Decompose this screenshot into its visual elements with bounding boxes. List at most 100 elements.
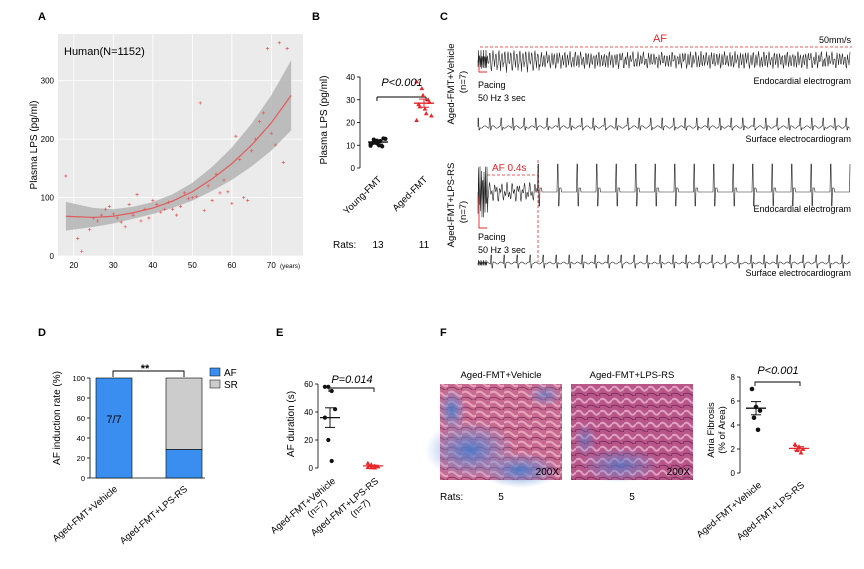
panel-f-histology: Aged-FMT+Vehicle Aged-FMT+LPS-RS 200X 20… (425, 365, 809, 543)
panel-e-y-tick-label: 60 (304, 380, 313, 389)
panel-f-pvalue-bracket (754, 381, 801, 386)
pacing-rate-top: 50 Hz 3 sec (478, 93, 526, 103)
panel-d-significance-bracket (112, 370, 185, 377)
panel-a-data-point (277, 41, 281, 45)
panel-b-point-young (383, 136, 388, 141)
panel-a-data-point (190, 195, 194, 200)
panel-b-scatter: 0 10 20 30 40 Young-FMT Aged-FMT Plasma LPS (p… (319, 73, 434, 251)
panel-letter-b: B (312, 11, 320, 23)
panel-a-data-point (218, 191, 222, 195)
legend-sr-label: SR (224, 380, 238, 391)
panel-a-x-tick-label: 60 (227, 261, 236, 270)
panel-a-data-point (269, 131, 273, 135)
pacing-label-top: Pacing (478, 80, 506, 90)
panel-d-y-tick-label: 100 (72, 374, 85, 383)
panel-e-y-tick-label: 20 (304, 436, 313, 445)
lps-endocardial-trace (477, 163, 851, 218)
panel-b-y-tick-label: 30 (346, 96, 355, 105)
panel-f-point-lps (792, 441, 798, 447)
panel-b-category-label: Young-FMT (341, 174, 384, 217)
panel-f-point-vehicle (749, 386, 755, 392)
vehicle-n-label: (n=7) (458, 71, 469, 93)
panel-a-data-point (159, 210, 163, 214)
panel-f-y-tick-label: 6 (731, 397, 736, 406)
panel-a-x-unit: (years) (280, 263, 300, 270)
panel-f-y-tick-label: 8 (731, 373, 736, 382)
panel-b-y-tick-label: 0 (351, 164, 356, 173)
panel-d-bar-segment-sr (165, 377, 203, 450)
panel-b-y-tick-label: 20 (346, 119, 355, 128)
panel-b-category-label: Aged-FMT (391, 174, 431, 214)
panel-b-y-tick-label: 40 (346, 73, 355, 82)
panel-f-point-lps (798, 450, 804, 455)
panel-b-y-tick-label: 10 (346, 141, 355, 150)
panel-a-data-point (95, 219, 100, 223)
panel-a-data-point (206, 184, 210, 188)
panel-f-ylabel: Atria Fibrosis (706, 402, 717, 458)
panel-b-ylabel: Plasma LPS (pg/ml) (319, 76, 330, 165)
lps-group-label: Aged-FMT+LPS-RS (446, 163, 457, 248)
panel-b-point-aged (422, 106, 428, 111)
panel-a-data-point (261, 111, 266, 115)
panel-a-data-point (230, 201, 234, 206)
surface-label-top: Surface electrocardiogram (745, 134, 851, 144)
lps-n-label: (n=7) (458, 201, 469, 223)
panel-b-point-aged (429, 113, 434, 118)
img1-magnification: 200X (536, 467, 560, 478)
histology-image-vehicle (425, 383, 563, 488)
panel-b-point-young (368, 143, 373, 148)
panel-d-ylabel: AF induction rate (%) (52, 371, 63, 465)
panel-b-point-young (380, 144, 385, 149)
panel-d-legend: AF SR (209, 367, 238, 391)
af-duration-label: AF 0.4s (492, 163, 526, 174)
panel-a-data-point (127, 202, 131, 207)
img1-title: Aged-FMT+Vehicle (460, 370, 541, 381)
panel-a-data-point (273, 143, 277, 147)
panel-b-point-aged (419, 85, 425, 91)
panel-a-ylabel: Plasma LPS (pg/ml) (29, 101, 40, 190)
panel-a-data-point (147, 216, 151, 220)
panel-e-point-vehicle (329, 388, 334, 394)
panel-a-data-point (107, 204, 111, 208)
panel-a-data-point (111, 212, 115, 216)
panel-f-y-tick-label: 2 (731, 445, 736, 454)
panel-a-data-point (202, 208, 206, 213)
pacing-label-bottom: Pacing (478, 232, 506, 242)
panel-e-point-vehicle (329, 458, 334, 464)
pacing-rate-bottom: 50 Hz 3 sec (478, 245, 526, 255)
panel-e-y-tick-label: 0 (309, 464, 314, 473)
panel-a-data-point (281, 160, 285, 165)
panel-a-data-point (80, 249, 84, 253)
f-rats-label: Rats: (440, 492, 463, 503)
pacing-bracket-bottom (478, 196, 487, 229)
panel-a-y-tick-label: 300 (41, 77, 55, 86)
panel-f-y-tick-label: 0 (731, 469, 736, 478)
panel-a-data-point (88, 228, 92, 232)
panel-a-data-point (131, 213, 135, 217)
vehicle-surface-trace (477, 117, 851, 131)
img2-magnification: 200X (667, 467, 691, 478)
panel-a-data-point (64, 174, 68, 178)
lps-surface-trace (477, 254, 851, 269)
af-label-top: AF (653, 33, 667, 45)
panel-a-fit-line (65, 94, 292, 219)
legend-af-label: AF (224, 368, 237, 379)
panel-d-stacked-bar: 0 20 40 60 80 100 Aged-FMT+VehicleAged-FMT+LPS… (51, 363, 238, 547)
panel-a-scatter: 20 30 40 50 60 70 0 100 200 300 Human(N=1152) Pla… (29, 34, 303, 270)
panel-b-point-aged (423, 111, 429, 116)
panel-d-y-tick-label: 20 (77, 454, 85, 463)
panel-a-y-tick-label: 0 (50, 252, 55, 261)
panel-a-data-point (250, 149, 254, 153)
panel-a-data-point (135, 193, 139, 197)
f-rats-count-1: 5 (498, 492, 504, 503)
f-rats-count-2: 5 (629, 492, 635, 503)
panel-d-y-tick-label: 0 (81, 474, 85, 483)
speed-label: 50mm/s (819, 35, 852, 45)
panel-f-points (746, 386, 809, 455)
panel-d-y-tick-label: 60 (77, 414, 85, 423)
panel-a-data-point (178, 204, 183, 208)
panel-f-y-tick-label: 4 (731, 421, 736, 430)
panel-e-point-vehicle (326, 437, 331, 443)
pacing-bracket-top (478, 65, 487, 73)
